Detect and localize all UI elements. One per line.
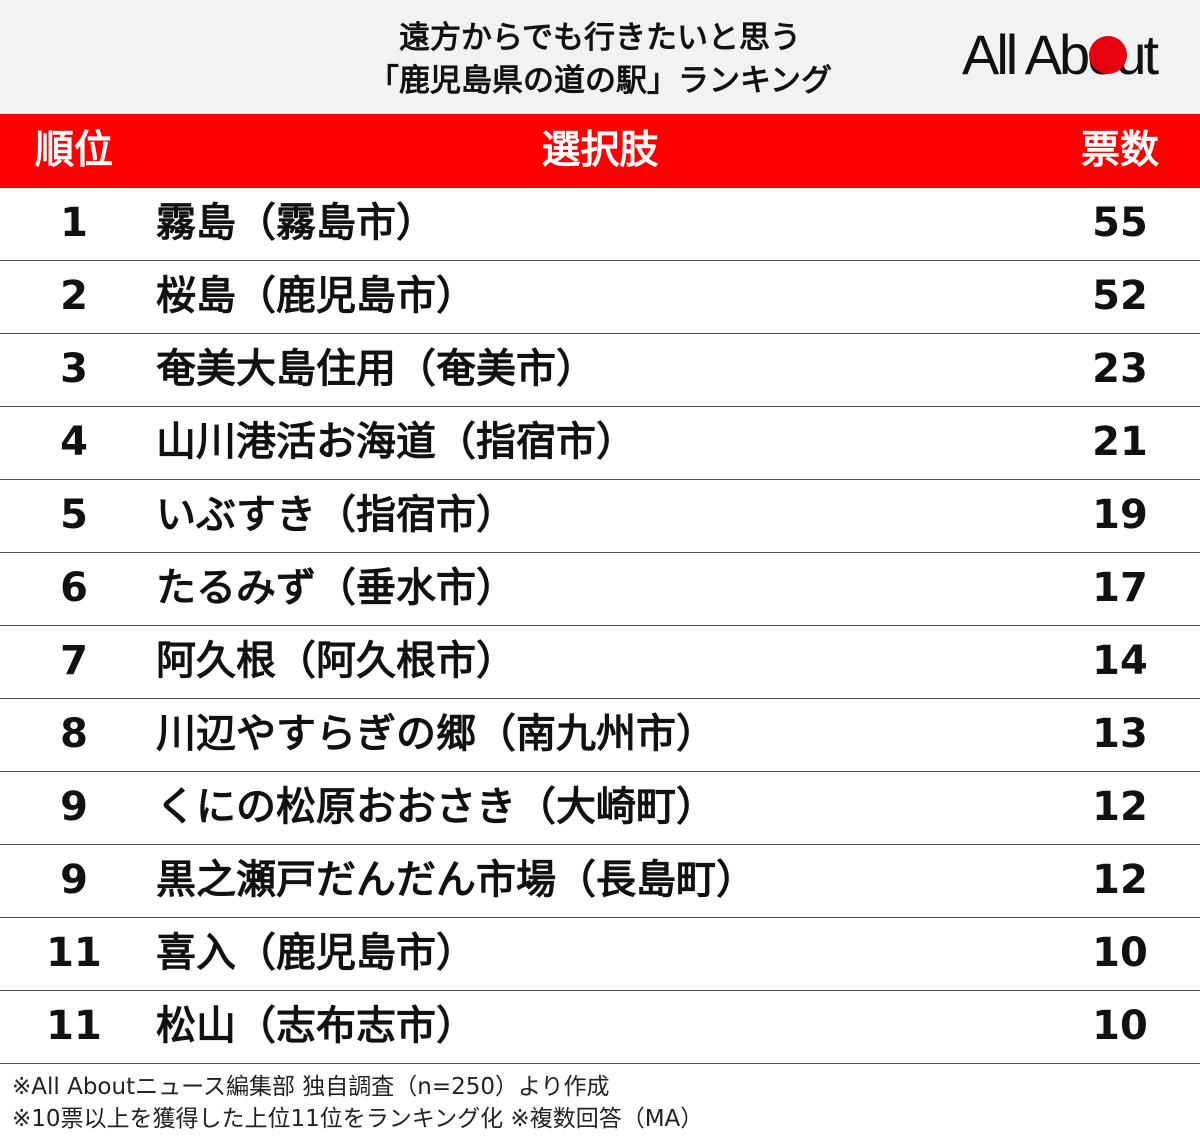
column-header-rank: 順位 xyxy=(34,128,113,173)
table-row: 2 桜島（鹿児島市） 52 xyxy=(0,261,1200,334)
table-row: 9 黒之瀬戸だんだん市場（長島町） 12 xyxy=(0,845,1200,918)
votes-cell: 21 xyxy=(1092,419,1148,465)
rank-cell: 9 xyxy=(60,857,88,903)
table-row: 6 たるみず（垂水市） 17 xyxy=(0,553,1200,626)
choice-cell: 阿久根（阿久根市） xyxy=(156,638,516,684)
rank-cell: 9 xyxy=(60,784,88,830)
choice-cell: たるみず（垂水市） xyxy=(156,565,516,611)
choice-cell: くにの松原おおさき（大崎町） xyxy=(156,784,716,830)
rank-cell: 4 xyxy=(60,419,88,465)
rank-cell: 8 xyxy=(60,711,88,757)
chart-title-line1: 遠方からでも行きたいと思う xyxy=(398,20,802,56)
choice-cell: 霧島（霧島市） xyxy=(156,200,436,246)
header-banner: 遠方からでも行きたいと思う 「鹿児島県の道の駅」ランキング All About xyxy=(0,0,1200,114)
table-row: 8 川辺やすらぎの郷（南九州市） 13 xyxy=(0,699,1200,772)
choice-cell: 山川港活お海道（指宿市） xyxy=(156,419,636,465)
votes-cell: 10 xyxy=(1092,930,1148,976)
votes-cell: 14 xyxy=(1092,638,1148,684)
choice-cell: 川辺やすらぎの郷（南九州市） xyxy=(156,711,716,757)
rank-cell: 6 xyxy=(60,565,88,611)
table-row: 11 松山（志布志市） 10 xyxy=(0,991,1200,1064)
rank-cell: 3 xyxy=(60,346,88,392)
votes-cell: 23 xyxy=(1092,346,1148,392)
table-row: 1 霧島（霧島市） 55 xyxy=(0,188,1200,261)
table-row: 7 阿久根（阿久根市） 14 xyxy=(0,626,1200,699)
column-header-votes: 票数 xyxy=(1080,128,1159,173)
votes-cell: 13 xyxy=(1092,711,1148,757)
rank-cell: 5 xyxy=(60,492,88,538)
votes-cell: 17 xyxy=(1092,565,1148,611)
choice-cell: 松山（志布志市） xyxy=(156,1003,476,1049)
table-row: 9 くにの松原おおさき（大崎町） 12 xyxy=(0,772,1200,845)
table-header: 順位 選択肢 票数 xyxy=(0,114,1200,188)
choice-cell: いぶすき（指宿市） xyxy=(156,492,516,538)
footer-note-source: ※All Aboutニュース編集部 独自調査（n=250）より作成 xyxy=(12,1074,610,1100)
votes-cell: 19 xyxy=(1092,492,1148,538)
logo-red-dot-icon xyxy=(1089,36,1127,74)
table-row: 11 喜入（鹿児島市） 10 xyxy=(0,918,1200,991)
votes-cell: 12 xyxy=(1092,857,1148,903)
choice-cell: 桜島（鹿児島市） xyxy=(156,273,476,319)
votes-cell: 52 xyxy=(1092,273,1148,319)
rank-cell: 11 xyxy=(46,930,102,976)
table-row: 4 山川港活お海道（指宿市） 21 xyxy=(0,407,1200,480)
column-header-choice: 選択肢 xyxy=(541,128,659,173)
table-row: 3 奄美大島住用（奄美市） 23 xyxy=(0,334,1200,407)
footer-note-method: ※10票以上を獲得した上位11位をランキング化 ※複数回答（MA） xyxy=(12,1106,704,1132)
choice-cell: 奄美大島住用（奄美市） xyxy=(156,346,596,392)
rank-cell: 1 xyxy=(60,200,88,246)
rank-cell: 7 xyxy=(60,638,88,684)
ranking-table-body: 1 霧島（霧島市） 55 2 桜島（鹿児島市） 52 3 奄美大島住用（奄美市） 23 4 山川港活… xyxy=(0,188,1200,1064)
rank-cell: 11 xyxy=(46,1003,102,1049)
chart-title-line2: 「鹿児島県の道の駅」ランキング xyxy=(367,63,833,99)
votes-cell: 12 xyxy=(1092,784,1148,830)
votes-cell: 55 xyxy=(1092,200,1148,246)
rank-cell: 2 xyxy=(60,273,88,319)
votes-cell: 10 xyxy=(1092,1003,1148,1049)
allabout-logo: All About xyxy=(962,22,1187,88)
table-row: 5 いぶすき（指宿市） 19 xyxy=(0,480,1200,553)
choice-cell: 喜入（鹿児島市） xyxy=(156,930,476,976)
choice-cell: 黒之瀬戸だんだん市場（長島町） xyxy=(156,857,756,903)
